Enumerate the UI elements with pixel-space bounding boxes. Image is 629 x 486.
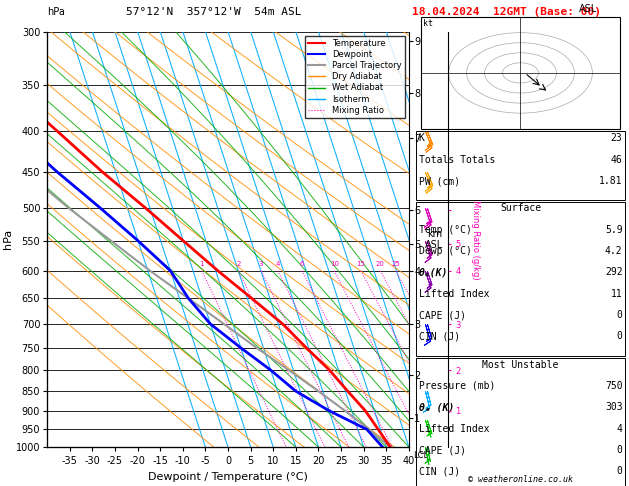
Text: hPa: hPa bbox=[47, 7, 65, 17]
Text: kt: kt bbox=[423, 19, 433, 29]
Legend: Temperature, Dewpoint, Parcel Trajectory, Dry Adiabat, Wet Adiabat, Isotherm, Mi: Temperature, Dewpoint, Parcel Trajectory… bbox=[305, 36, 404, 118]
Text: 5.9: 5.9 bbox=[605, 225, 623, 235]
Text: 46: 46 bbox=[611, 155, 623, 165]
Bar bbox=[416, 359, 625, 486]
Text: Dewp (°C): Dewp (°C) bbox=[418, 246, 471, 256]
Text: 20: 20 bbox=[376, 261, 385, 267]
Text: Temp (°C): Temp (°C) bbox=[418, 225, 471, 235]
Text: Pressure (mb): Pressure (mb) bbox=[418, 381, 495, 391]
Text: PW (cm): PW (cm) bbox=[418, 176, 460, 186]
Text: CIN (J): CIN (J) bbox=[418, 467, 460, 476]
Text: CAPE (J): CAPE (J) bbox=[418, 310, 465, 320]
Text: 6: 6 bbox=[300, 261, 304, 267]
Text: Lifted Index: Lifted Index bbox=[418, 289, 489, 299]
Text: km
ASL: km ASL bbox=[579, 0, 597, 14]
Text: © weatheronline.co.uk: © weatheronline.co.uk bbox=[468, 474, 573, 484]
Bar bbox=[421, 17, 620, 129]
Text: 3: 3 bbox=[259, 261, 264, 267]
Text: 4: 4 bbox=[616, 424, 623, 434]
Text: 4.2: 4.2 bbox=[605, 246, 623, 256]
Text: 0: 0 bbox=[616, 310, 623, 320]
Text: 10: 10 bbox=[330, 261, 339, 267]
Text: 18.04.2024  12GMT (Base: 00): 18.04.2024 12GMT (Base: 00) bbox=[412, 7, 601, 17]
Y-axis label: km
ASL: km ASL bbox=[425, 228, 443, 250]
Text: 23: 23 bbox=[611, 133, 623, 143]
Text: 303: 303 bbox=[605, 402, 623, 412]
Text: Surface: Surface bbox=[500, 203, 541, 213]
Bar bbox=[416, 131, 625, 200]
Text: 0: 0 bbox=[616, 445, 623, 455]
Text: 0: 0 bbox=[616, 467, 623, 476]
Text: 292: 292 bbox=[605, 267, 623, 278]
Bar bbox=[416, 202, 625, 356]
Text: Most Unstable: Most Unstable bbox=[482, 360, 559, 369]
Text: 1: 1 bbox=[199, 261, 204, 267]
Text: 15: 15 bbox=[357, 261, 365, 267]
Text: 750: 750 bbox=[605, 381, 623, 391]
Y-axis label: Mixing Ratio (g/kg): Mixing Ratio (g/kg) bbox=[471, 200, 480, 279]
Text: CIN (J): CIN (J) bbox=[418, 331, 460, 342]
Text: Lifted Index: Lifted Index bbox=[418, 424, 489, 434]
Text: 4: 4 bbox=[276, 261, 280, 267]
Text: CAPE (J): CAPE (J) bbox=[418, 445, 465, 455]
Text: 25: 25 bbox=[392, 261, 400, 267]
Text: Totals Totals: Totals Totals bbox=[418, 155, 495, 165]
Text: 2: 2 bbox=[237, 261, 241, 267]
X-axis label: Dewpoint / Temperature (°C): Dewpoint / Temperature (°C) bbox=[148, 472, 308, 482]
Y-axis label: hPa: hPa bbox=[3, 229, 13, 249]
Text: 57°12'N  357°12'W  54m ASL: 57°12'N 357°12'W 54m ASL bbox=[126, 7, 301, 17]
Text: LCL: LCL bbox=[413, 451, 428, 460]
Text: 0: 0 bbox=[616, 331, 623, 342]
Text: θₑ(K): θₑ(K) bbox=[418, 267, 448, 278]
Text: 1.81: 1.81 bbox=[599, 176, 623, 186]
Text: K: K bbox=[418, 133, 425, 143]
Text: 11: 11 bbox=[611, 289, 623, 299]
Text: θₑ (K): θₑ (K) bbox=[418, 402, 454, 412]
